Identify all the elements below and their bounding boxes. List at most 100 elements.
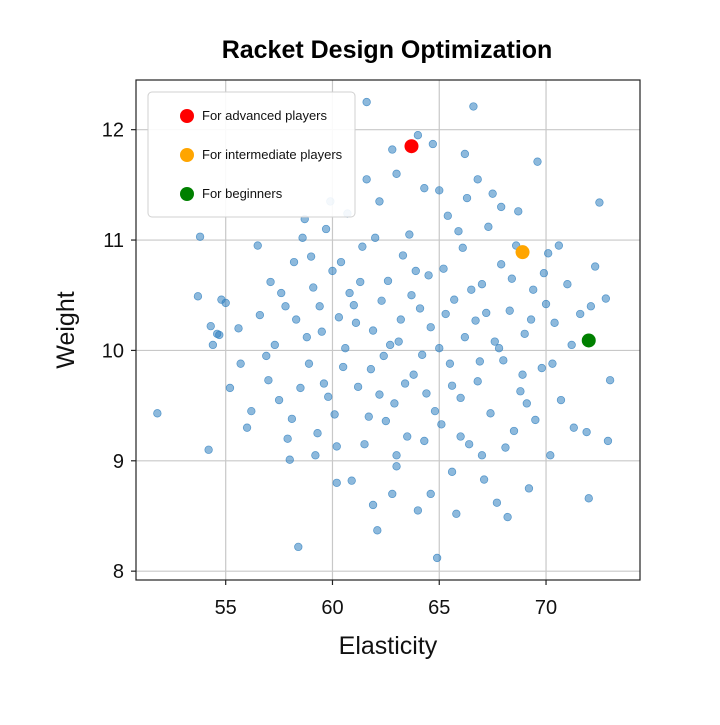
y-tick-label: 10	[102, 340, 124, 362]
data-point	[479, 475, 489, 484]
data-point	[576, 309, 585, 319]
data-point	[287, 414, 297, 424]
data-point	[456, 393, 465, 403]
legend-marker	[180, 148, 194, 162]
data-point	[339, 362, 348, 372]
data-point	[413, 131, 423, 140]
data-point	[302, 333, 311, 342]
data-point	[435, 186, 444, 195]
highlight-point	[515, 245, 530, 260]
data-point	[298, 233, 307, 242]
data-point	[548, 359, 557, 368]
y-tick-label: 11	[103, 230, 124, 252]
data-point	[437, 420, 446, 429]
data-point	[321, 224, 331, 234]
data-point	[544, 249, 553, 258]
data-point	[415, 304, 425, 313]
highlight-points-layer	[404, 139, 596, 348]
data-point	[452, 509, 461, 518]
legend-marker	[180, 187, 194, 201]
data-point	[215, 330, 224, 340]
data-point	[524, 484, 534, 493]
tick-layer: 55 60 65 70 8 9 10 11 12	[102, 120, 557, 619]
data-point	[392, 451, 401, 460]
data-point	[204, 445, 213, 454]
data-points-layer	[153, 97, 615, 563]
data-point	[477, 451, 487, 460]
data-point	[324, 392, 333, 401]
data-point	[266, 277, 275, 287]
data-point	[221, 298, 230, 308]
data-point	[264, 376, 273, 385]
data-point	[353, 382, 363, 391]
legend-marker	[180, 109, 194, 123]
data-point	[420, 436, 429, 446]
y-axis-label: Weight	[52, 291, 80, 368]
data-point	[281, 302, 290, 311]
data-point	[591, 262, 600, 271]
data-point	[283, 434, 292, 443]
legend-label: For beginners	[202, 186, 283, 201]
data-point	[360, 440, 369, 449]
data-point	[319, 379, 329, 388]
data-point	[332, 478, 341, 488]
data-point	[488, 189, 497, 198]
data-point	[518, 370, 527, 379]
data-point	[507, 274, 517, 283]
data-point	[520, 329, 529, 339]
data-point	[396, 315, 405, 324]
data-point	[484, 222, 493, 231]
data-point	[368, 326, 378, 335]
data-point	[516, 387, 525, 396]
data-point	[422, 389, 431, 398]
data-point	[236, 359, 245, 368]
data-point	[398, 251, 408, 260]
data-point	[447, 467, 457, 476]
data-point	[450, 295, 459, 304]
data-point	[206, 321, 215, 331]
data-point	[304, 359, 314, 368]
x-tick-label: 60	[321, 597, 343, 619]
data-point	[242, 423, 252, 432]
data-point	[420, 184, 429, 193]
data-point	[366, 365, 376, 374]
data-point	[234, 324, 243, 333]
data-point	[341, 344, 350, 353]
data-point	[494, 344, 504, 353]
highlight-point	[404, 139, 419, 154]
data-point	[358, 242, 367, 251]
data-point	[289, 257, 299, 267]
data-point	[362, 175, 371, 184]
data-point	[409, 370, 418, 379]
data-point	[475, 357, 484, 366]
data-point	[462, 193, 472, 203]
data-point	[418, 350, 427, 359]
highlight-point	[581, 333, 596, 348]
data-point	[368, 500, 378, 510]
data-point	[499, 356, 508, 365]
data-point	[490, 337, 499, 346]
data-point	[334, 313, 344, 322]
data-point	[328, 266, 337, 276]
data-point	[501, 443, 510, 452]
data-point	[492, 498, 502, 507]
data-point	[195, 232, 205, 241]
data-point	[514, 207, 523, 216]
data-point	[482, 308, 491, 318]
data-point	[537, 363, 546, 373]
data-point	[411, 266, 420, 276]
data-point	[371, 233, 380, 242]
data-point	[441, 309, 450, 319]
data-point	[247, 406, 256, 416]
data-point	[153, 409, 162, 418]
data-point	[381, 416, 391, 426]
y-tick-label: 12	[102, 120, 124, 142]
data-point	[447, 381, 457, 390]
data-point	[467, 285, 476, 294]
data-point	[364, 412, 373, 421]
data-point	[313, 429, 322, 438]
data-point	[522, 399, 531, 408]
data-point	[356, 277, 365, 287]
data-point	[285, 455, 294, 464]
